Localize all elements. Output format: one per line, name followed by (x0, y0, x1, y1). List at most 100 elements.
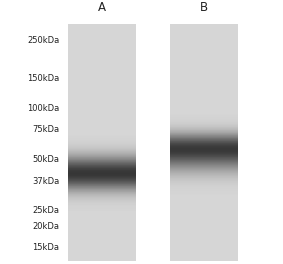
Bar (170, 183, 238, 184)
Bar (170, 131, 238, 132)
Bar (68, 145, 136, 146)
Bar (170, 129, 238, 130)
Bar (68, 186, 136, 187)
Bar (170, 176, 238, 177)
Bar (170, 190, 238, 191)
Bar (170, 145, 238, 146)
Bar (68, 140, 136, 141)
Bar (170, 164, 238, 165)
Bar (68, 147, 136, 148)
Bar (170, 194, 238, 195)
Bar (68, 160, 136, 161)
Bar (170, 117, 238, 118)
Bar (170, 144, 238, 145)
Bar (170, 132, 238, 133)
Bar (68, 184, 136, 185)
Bar (170, 167, 238, 168)
Bar (170, 178, 238, 179)
Bar (68, 198, 136, 199)
Bar (170, 122, 238, 123)
Bar (68, 205, 136, 206)
Bar (68, 150, 136, 151)
Bar (170, 177, 238, 178)
Bar (68, 181, 136, 182)
Bar (170, 181, 238, 182)
Bar (68, 171, 136, 172)
Bar (68, 168, 136, 169)
Bar (68, 137, 136, 138)
Bar (170, 124, 238, 125)
Bar (170, 137, 238, 138)
Bar (68, 165, 136, 166)
Bar (68, 149, 136, 150)
Bar (170, 174, 238, 175)
Bar (170, 139, 238, 140)
Bar (68, 173, 136, 174)
Bar (170, 149, 238, 150)
Bar (170, 173, 238, 174)
Bar (170, 123, 238, 124)
Bar (170, 118, 238, 119)
Bar (170, 163, 238, 164)
Bar (68, 204, 136, 205)
Bar (68, 154, 136, 155)
Bar (68, 197, 136, 198)
Bar (68, 169, 136, 170)
Bar (68, 200, 136, 201)
Bar (170, 153, 238, 154)
Bar (68, 189, 136, 190)
Text: A: A (98, 1, 106, 13)
Bar (68, 138, 136, 139)
Bar (68, 177, 136, 178)
Bar (170, 180, 238, 181)
Bar (68, 162, 136, 163)
Bar (170, 171, 238, 172)
Bar (68, 179, 136, 180)
Bar (68, 152, 136, 153)
Bar (68, 196, 136, 197)
Bar (68, 159, 136, 160)
Bar (68, 191, 136, 192)
Bar (68, 141, 136, 142)
Bar (170, 127, 238, 128)
Bar (68, 210, 136, 211)
Bar (170, 150, 238, 151)
Bar (170, 179, 238, 180)
Bar (68, 153, 136, 154)
Bar (170, 115, 238, 116)
Bar (170, 147, 238, 148)
Bar (170, 135, 238, 136)
Bar (170, 142, 238, 143)
Bar (170, 24, 238, 261)
Bar (68, 192, 136, 193)
Bar (68, 203, 136, 204)
Bar (170, 192, 238, 193)
Bar (170, 130, 238, 131)
Bar (170, 159, 238, 160)
Text: B: B (200, 1, 208, 13)
Bar (170, 156, 238, 157)
Bar (68, 172, 136, 173)
Bar (170, 152, 238, 153)
Text: 50kDa: 50kDa (33, 155, 59, 164)
Bar (170, 143, 238, 144)
Text: 150kDa: 150kDa (27, 74, 59, 83)
Bar (170, 116, 238, 117)
Bar (170, 185, 238, 186)
Bar (170, 188, 238, 189)
Bar (68, 142, 136, 143)
Bar (68, 166, 136, 167)
Bar (68, 182, 136, 183)
Bar (170, 154, 238, 155)
Text: 250kDa: 250kDa (27, 36, 59, 45)
Bar (68, 178, 136, 179)
Bar (68, 135, 136, 136)
Bar (68, 183, 136, 184)
Bar (170, 114, 238, 115)
Bar (170, 126, 238, 127)
Bar (68, 136, 136, 137)
Bar (68, 156, 136, 157)
Bar (170, 136, 238, 137)
Bar (170, 170, 238, 171)
Bar (68, 209, 136, 210)
